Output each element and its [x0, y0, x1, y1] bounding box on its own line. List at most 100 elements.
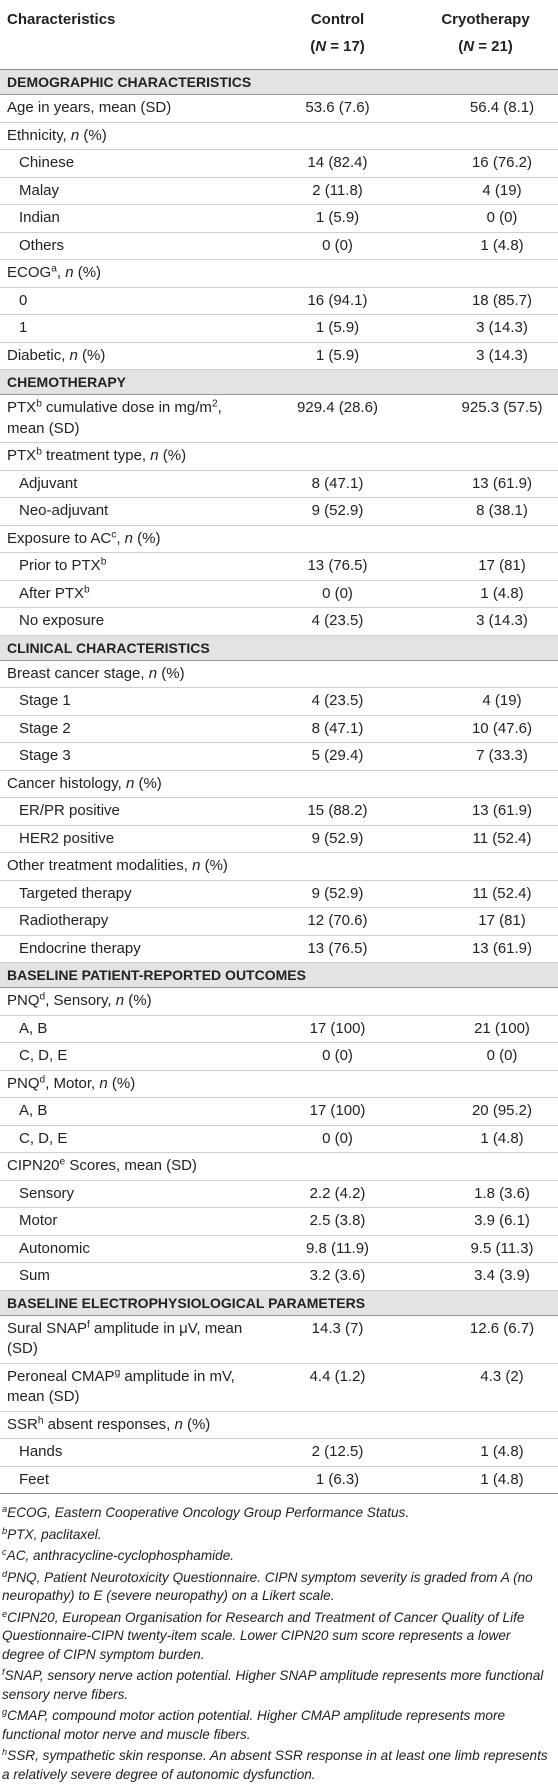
value-cell — [262, 1152, 412, 1181]
footnote: aECOG, Eastern Cooperative Oncology Grou… — [2, 1504, 552, 1523]
text-run: SSR, sympathetic skin response. An absen… — [2, 1748, 548, 1782]
text-run: Stage 1 — [19, 692, 71, 709]
superscript: 2 — [211, 398, 218, 410]
header-cell: Control (N = 17) — [262, 0, 412, 70]
data-row: ER/PR positive 15 (88.2) 13 (61.9) — [0, 797, 558, 826]
text-run: PNQ — [7, 1074, 40, 1092]
text-run: Sural SNAP — [7, 1319, 88, 1337]
row-label: Neo-adjuvant — [0, 497, 262, 526]
value-cell: 11 (52.4) — [412, 880, 558, 908]
value-cell: 9.5 (11.3) — [412, 1235, 558, 1263]
text-run: = 21) — [474, 38, 513, 55]
value-cell: 13 (61.9) — [412, 935, 558, 963]
value-cell: 13 (76.5) — [262, 552, 412, 581]
value-cell — [412, 770, 558, 798]
value-cell: 18 (85.7) — [412, 287, 558, 315]
value-cell: 15 (88.2) — [262, 797, 412, 826]
row-label: Age in years, mean (SD) — [0, 94, 262, 123]
value-cell: 4 (23.5) — [262, 607, 412, 636]
value-cell: 3 (14.3) — [412, 314, 558, 343]
row-label: Stage 2 — [0, 715, 262, 743]
text-run: CMAP, compound motor action potential. H… — [2, 1708, 506, 1742]
text-run: SNAP, sensory nerve action potential. Hi… — [2, 1668, 544, 1702]
text-run: = 17) — [326, 38, 365, 55]
italic-text: n — [69, 346, 78, 364]
row-label: HER2 positive — [0, 825, 262, 853]
text-run: Peroneal CMAP — [7, 1367, 115, 1385]
value-cell: 3 (14.3) — [412, 342, 558, 370]
row-label: Stage 1 — [0, 687, 262, 716]
italic-text: N — [315, 38, 327, 55]
text-run: (%) — [79, 126, 107, 144]
value-cell: 8 (38.1) — [412, 497, 558, 526]
value-cell: 4 (23.5) — [262, 687, 412, 716]
text-run: ER/PR positive — [19, 802, 120, 819]
text-run: Age in years, mean (SD) — [7, 99, 172, 116]
data-row: Breast cancer stage, n (%) — [0, 660, 558, 688]
data-row: Sensory 2.2 (4.2) 1.8 (3.6) — [0, 1180, 558, 1208]
footnote: eCIPN20, European Organisation for Resea… — [2, 1609, 552, 1665]
superscript: b — [2, 1525, 8, 1536]
data-row: Age in years, mean (SD) 53.6 (7.6) 56.4 (8… — [0, 94, 558, 123]
value-cell: 1 (5.9) — [262, 342, 412, 370]
value-cell: 3 (14.3) — [412, 607, 558, 636]
data-row: Exposure to ACc, n (%) — [0, 525, 558, 553]
row-label: Feet — [0, 1466, 262, 1494]
data-row: Cancer histology, n (%) — [0, 770, 558, 798]
superscript: d — [39, 1073, 46, 1085]
row-label: Targeted therapy — [0, 880, 262, 908]
text-run: Hands — [19, 1443, 63, 1460]
text-run: (%) — [158, 447, 187, 464]
data-row: SSRh absent responses, n (%) — [0, 1411, 558, 1439]
value-cell — [412, 660, 558, 688]
data-row: Motor 2.5 (3.8) 3.9 (6.1) — [0, 1207, 558, 1236]
text-run: Breast cancer stage, — [7, 664, 149, 682]
text-run: 1 — [19, 319, 28, 336]
section-title: BASELINE PATIENT-REPORTED OUTCOMES — [0, 962, 558, 988]
text-run: (%) — [200, 857, 228, 874]
data-row: PNQd, Sensory, n (%) — [0, 987, 558, 1016]
data-row: Indian 1 (5.9) 0 (0) — [0, 204, 558, 233]
row-label: C, D, E — [0, 1042, 262, 1071]
text-run: C, D, E — [19, 1129, 68, 1147]
value-cell: 0 (0) — [412, 204, 558, 233]
header-row: Characteristics Control (N = 17) Cryotherap… — [0, 0, 558, 70]
row-label: Sensory — [0, 1180, 262, 1208]
text-run: ( — [310, 38, 316, 55]
value-cell: 12 (70.6) — [262, 907, 412, 936]
data-row: Stage 2 8 (47.1) 10 (47.6) — [0, 715, 558, 743]
value-cell: 1 (4.8) — [412, 1466, 558, 1494]
value-cell: 1.8 (3.6) — [412, 1180, 558, 1208]
text-run: Chinese — [19, 154, 75, 171]
header-line: (N = 21) — [419, 33, 552, 60]
value-cell — [262, 770, 412, 798]
text-run: Characteristics — [7, 11, 116, 28]
superscript: e — [2, 1608, 8, 1619]
section-row: BASELINE ELECTROPHYSIOLOGICAL PARAMETERS — [0, 1289, 558, 1316]
value-cell — [262, 259, 412, 288]
text-run: treatment type, — [41, 447, 151, 464]
text-run: Autonomic — [19, 1239, 90, 1257]
data-row: Sum 3.2 (3.6) 3.4 (3.9) — [0, 1262, 558, 1291]
data-row: PTXb cumulative dose in mg/m2, mean (SD)… — [0, 394, 558, 443]
text-run: , Sensory, — [45, 992, 116, 1009]
italic-text: n — [124, 529, 134, 547]
text-run: Adjuvant — [19, 474, 78, 492]
value-cell — [262, 122, 412, 150]
value-cell: 17 (81) — [412, 552, 558, 581]
row-label: CIPN20e Scores, mean (SD) — [0, 1152, 262, 1181]
data-row: No exposure 4 (23.5) 3 (14.3) — [0, 607, 558, 636]
superscript: a — [51, 263, 57, 275]
value-cell: 0 (0) — [412, 1042, 558, 1071]
value-cell: 10 (47.6) — [412, 715, 558, 743]
value-cell: 0 (0) — [262, 232, 412, 260]
italic-text: n — [125, 774, 135, 792]
text-run: (%) — [124, 992, 152, 1009]
italic-text: n — [148, 664, 158, 682]
data-row: A, B 17 (100) 21 (100) — [0, 1015, 558, 1043]
section-title: BASELINE ELECTROPHYSIOLOGICAL PARAMETERS — [0, 1289, 558, 1316]
section-row: CHEMOTHERAPY — [0, 369, 558, 395]
section-row: BASELINE PATIENT-REPORTED OUTCOMES — [0, 962, 558, 988]
row-label: Others — [0, 232, 262, 260]
